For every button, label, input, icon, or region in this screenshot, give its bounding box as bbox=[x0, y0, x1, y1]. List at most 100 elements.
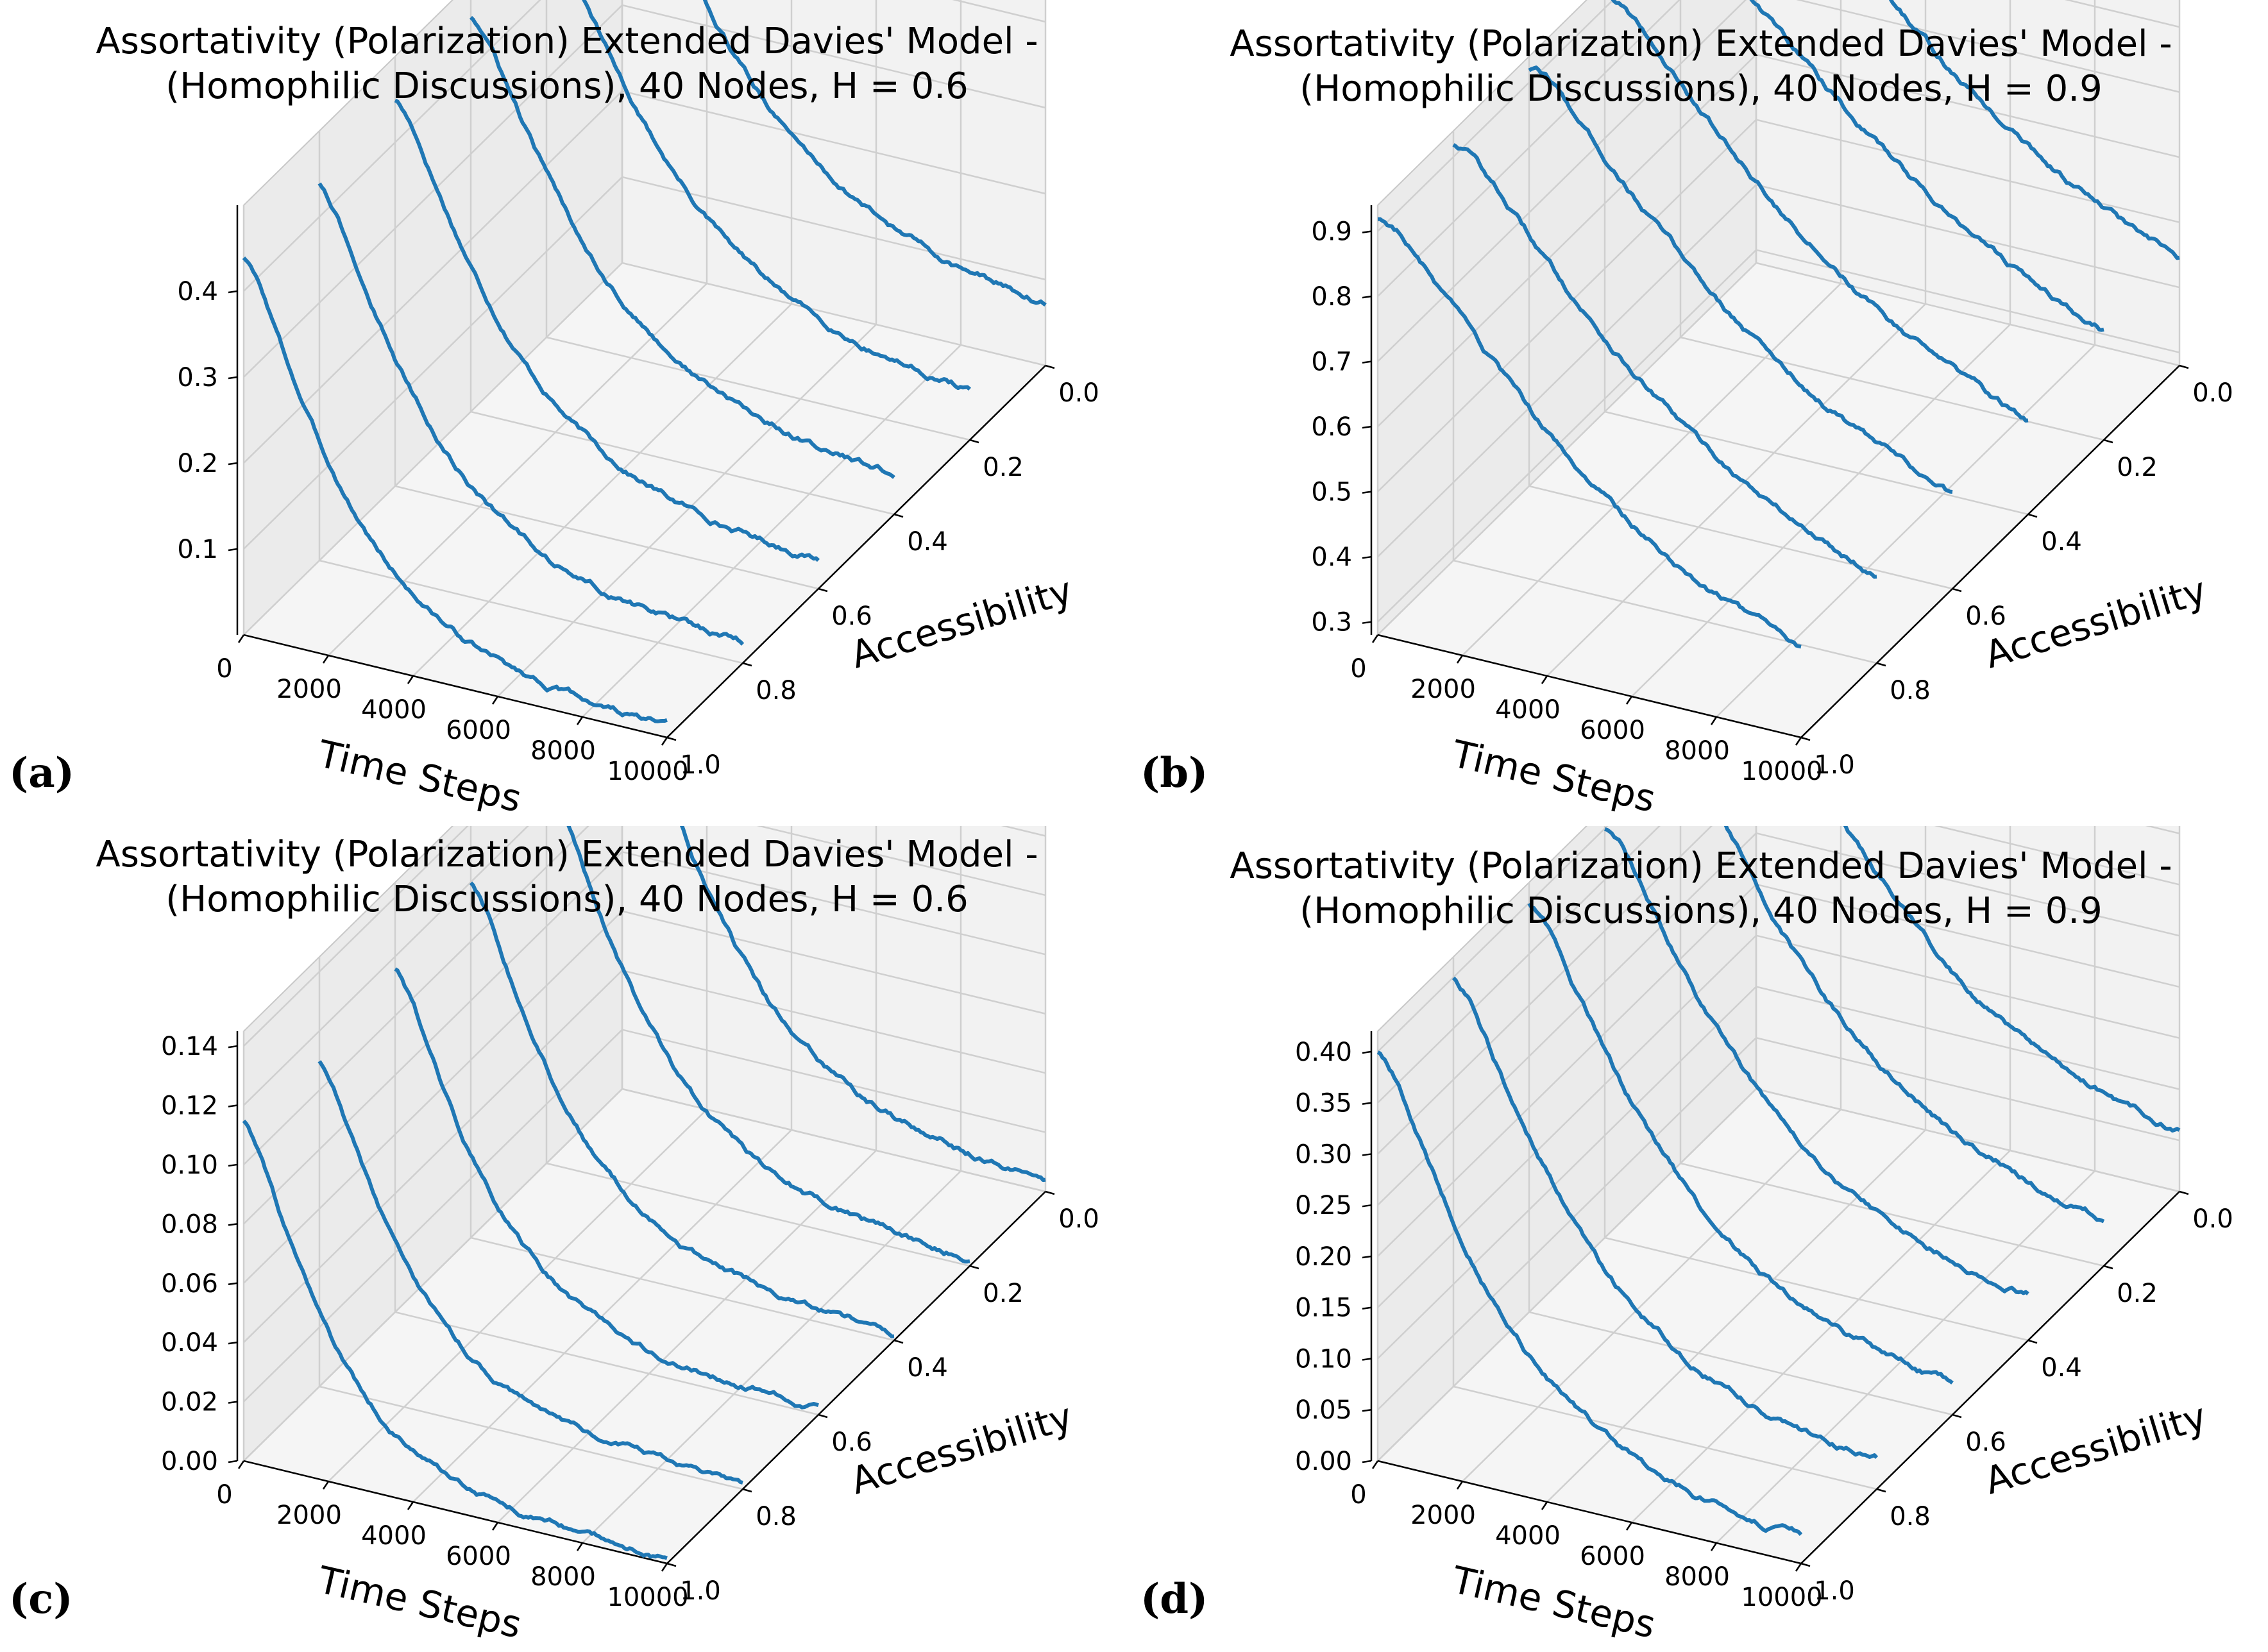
x-tick-mark bbox=[407, 1501, 414, 1510]
gridline-z bbox=[243, 90, 1046, 464]
gridline-z bbox=[1377, 249, 2180, 623]
x-tick-label: 10000 bbox=[607, 1583, 688, 1612]
z-tick-label: 0.10 bbox=[1295, 1344, 1352, 1374]
z-tick-label: 0.5 bbox=[1311, 478, 1352, 507]
y-tick-mark bbox=[742, 1488, 752, 1493]
y-tick-mark bbox=[1876, 1488, 1886, 1493]
series-line bbox=[582, 0, 971, 391]
panel-d: 0 2000 4000 6000 8000 10000 1.0 0.8 0.6 0.4 0.2 0.0… bbox=[1134, 826, 2268, 1652]
z-tick-label: 0.14 bbox=[161, 1032, 218, 1061]
y-axis-label: Accessibility bbox=[1980, 1394, 2212, 1503]
y-tick-label: 0.2 bbox=[983, 1279, 1024, 1308]
z-tick-label: 0.30 bbox=[1295, 1140, 1352, 1169]
z-tick-mark bbox=[228, 1460, 238, 1463]
panel-label: (a) bbox=[9, 749, 75, 797]
z-tick-mark bbox=[228, 1163, 238, 1167]
x-tick-label: 6000 bbox=[446, 716, 511, 745]
z-tick-label: 0.1 bbox=[177, 535, 218, 564]
z-tick-label: 0.2 bbox=[177, 449, 218, 478]
z-tick-mark bbox=[228, 1282, 238, 1285]
x-tick-label: 4000 bbox=[1495, 1521, 1561, 1551]
x-tick-label: 10000 bbox=[607, 757, 688, 786]
y-tick-mark bbox=[893, 1339, 904, 1344]
y-tick-mark bbox=[893, 513, 904, 518]
x-tick-mark bbox=[322, 655, 330, 664]
x-tick-label: 6000 bbox=[1580, 1542, 1645, 1571]
z-tick-label: 0.8 bbox=[1311, 282, 1352, 312]
x-tick-label: 6000 bbox=[1580, 716, 1645, 745]
y-tick-label: 0.8 bbox=[1890, 676, 1931, 705]
gridline-z bbox=[243, 1088, 1046, 1462]
gridline-z bbox=[1377, 119, 2180, 493]
z-tick-mark bbox=[1362, 425, 1372, 429]
series-line bbox=[566, 826, 970, 1264]
gridline-z bbox=[1377, 0, 1614, 232]
z-tick-mark bbox=[228, 290, 238, 294]
y-tick-label: 0.6 bbox=[831, 602, 872, 631]
panel-b: 0 2000 4000 6000 8000 10000 1.0 0.8 0.6 0.4 0.2 0.0… bbox=[1134, 0, 2268, 826]
axes bbox=[1370, 1031, 2180, 1565]
axis-panes bbox=[242, 0, 1047, 739]
series-group bbox=[1377, 0, 2180, 649]
y-tick-label: 0.8 bbox=[756, 676, 797, 705]
series-line bbox=[394, 98, 820, 562]
series-line bbox=[394, 967, 819, 1410]
gridline-z bbox=[1377, 826, 2180, 1104]
x-tick-mark bbox=[237, 634, 245, 643]
z-tick-mark bbox=[228, 1401, 238, 1404]
z-tick-mark bbox=[1362, 1102, 1372, 1105]
z-tick-label: 0.04 bbox=[161, 1328, 218, 1358]
z-tick-mark bbox=[228, 1104, 238, 1108]
x-tick-label: 10000 bbox=[1741, 757, 1822, 786]
x-tick-mark bbox=[661, 1563, 668, 1572]
x-tick-label: 8000 bbox=[1664, 736, 1730, 766]
y-axis-line bbox=[1800, 365, 2180, 738]
y-axis-label: Accessibility bbox=[846, 568, 1078, 677]
z-tick-mark bbox=[1362, 1255, 1372, 1259]
series-line bbox=[317, 182, 745, 646]
z-tick-label: 0.02 bbox=[161, 1388, 218, 1417]
x-tick-mark bbox=[1795, 737, 1802, 746]
z-tick-mark bbox=[1362, 1409, 1372, 1412]
y-tick-label: 0.0 bbox=[1058, 378, 1099, 408]
x-axis-line bbox=[1377, 1460, 1802, 1565]
series-line bbox=[1888, 0, 2180, 260]
z-tick-label: 0.08 bbox=[161, 1210, 218, 1239]
y-axis-label: Accessibility bbox=[1980, 568, 2212, 677]
gridline-z bbox=[243, 4, 1046, 378]
series-line bbox=[242, 1119, 668, 1560]
axes bbox=[1370, 205, 2180, 739]
y-tick-mark bbox=[1800, 736, 1811, 741]
x-tick-label: 6000 bbox=[446, 1542, 511, 1571]
series-group bbox=[242, 826, 1046, 1560]
y-tick-label: 0.8 bbox=[1890, 1502, 1931, 1531]
y-tick-label: 0.4 bbox=[907, 527, 948, 557]
y-tick-label: 0.4 bbox=[2041, 527, 2082, 557]
y-axis-line bbox=[1800, 1191, 2180, 1564]
x-tick-label: 8000 bbox=[1664, 1562, 1730, 1592]
gridline-z bbox=[243, 826, 1046, 1165]
y-tick-label: 0.8 bbox=[756, 1502, 797, 1531]
gridline-z bbox=[1377, 183, 2180, 558]
z-tick-label: 0.4 bbox=[1311, 543, 1352, 572]
y-tick-mark bbox=[2103, 439, 2113, 444]
y-tick-label: 1.0 bbox=[680, 750, 721, 780]
x-tick-mark bbox=[491, 1522, 499, 1531]
x-tick-mark bbox=[237, 1460, 245, 1469]
y-tick-label: 0.2 bbox=[983, 453, 1024, 482]
panel-label: (b) bbox=[1140, 749, 1208, 797]
y-tick-mark bbox=[2027, 513, 2038, 518]
z-tick-mark bbox=[228, 376, 238, 380]
gridline-z bbox=[1377, 986, 2180, 1360]
gridline-z bbox=[243, 176, 1046, 550]
x-tick-mark bbox=[1456, 1481, 1464, 1490]
x-tick-label: 0 bbox=[1350, 654, 1366, 684]
y-tick-label: 0.4 bbox=[2041, 1353, 2082, 1383]
gridline-y bbox=[621, 0, 1046, 367]
gridlines bbox=[1376, 0, 2181, 739]
